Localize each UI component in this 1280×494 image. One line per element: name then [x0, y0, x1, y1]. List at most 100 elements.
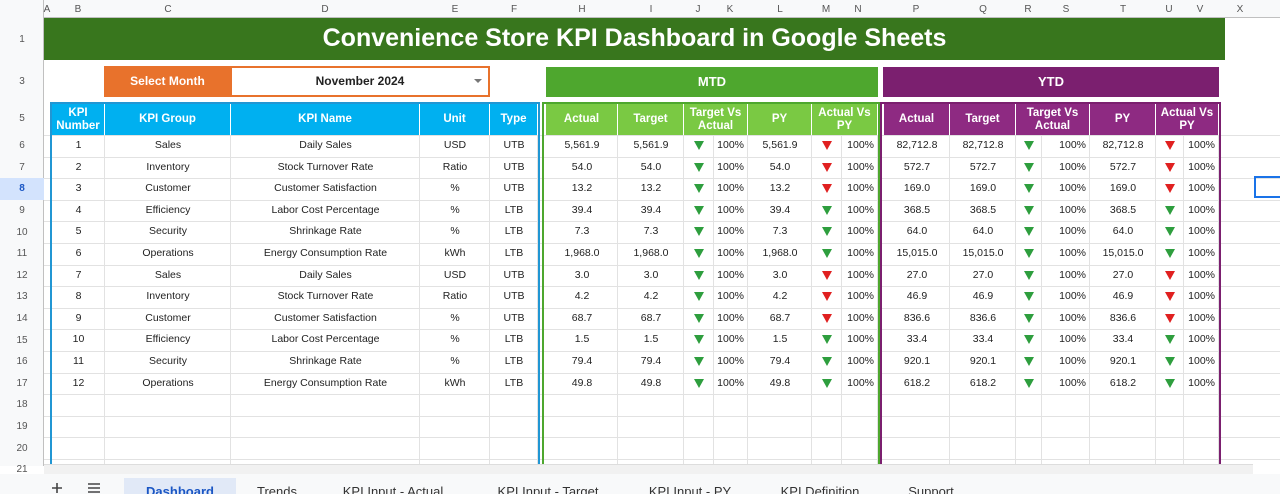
value-cell: 100%	[1059, 247, 1086, 260]
value-cell: 100%	[1059, 182, 1086, 195]
cell-border	[537, 135, 538, 157]
value-cell: 100%	[847, 225, 874, 238]
cell-border	[537, 221, 538, 243]
kpi-cell: Energy Consumption Rate	[263, 247, 388, 260]
value-cell: 100%	[1059, 376, 1086, 389]
cell-border	[841, 135, 842, 465]
sheet-tab[interactable]: KPI Input - Actual	[342, 484, 444, 494]
kpi-cell: Security	[149, 225, 187, 238]
grid-line	[44, 199, 1280, 201]
column-letter: C	[164, 3, 172, 15]
value-cell: 64.0	[906, 225, 928, 238]
value-cell: 100%	[847, 333, 874, 346]
status-arrow	[1024, 270, 1034, 280]
value-cell: 82,712.8	[1102, 139, 1144, 152]
status-arrow	[694, 205, 704, 215]
status-arrow	[1165, 162, 1175, 172]
sheet-tab[interactable]: KPI Input - PY	[648, 484, 732, 494]
period-header: Actual Vs PY	[812, 104, 878, 135]
cell-border	[230, 199, 231, 222]
row-number: 6	[19, 140, 25, 152]
cell-border	[537, 264, 538, 287]
kpi-cell: LTB	[504, 203, 524, 216]
kpi-cell: Shrinkage Rate	[289, 355, 362, 368]
status-arrow	[1024, 227, 1034, 237]
kpi-header: KPI Group	[105, 104, 231, 135]
value-cell: 54.0	[640, 160, 662, 173]
row-number: 5	[19, 113, 25, 124]
month-dropdown[interactable]: November 2024	[230, 66, 490, 97]
value-cell: 100%	[1188, 139, 1215, 152]
cell-border	[713, 135, 714, 465]
cell-border	[489, 372, 490, 395]
row-number: 21	[16, 464, 28, 476]
value-cell: 100%	[1188, 203, 1215, 216]
kpi-cell: %	[450, 182, 460, 195]
sheet-tab[interactable]: Support	[908, 484, 954, 494]
column-letter: A	[43, 3, 51, 15]
kpi-cell: Stock Turnover Rate	[277, 160, 374, 173]
value-cell: 169.0	[1109, 182, 1137, 195]
grid-line	[44, 351, 1280, 352]
kpi-header: Unit	[420, 104, 490, 135]
cell-border	[104, 329, 105, 351]
cell-border	[489, 415, 490, 438]
value-cell: 1,968.0	[762, 247, 798, 260]
status-arrow	[1024, 184, 1034, 194]
period-header: Target Vs Actual	[684, 104, 748, 135]
value-cell: 82,712.8	[962, 139, 1004, 152]
cell-border	[419, 307, 420, 330]
value-cell: 33.4	[972, 333, 994, 346]
value-cell: 100%	[1188, 182, 1215, 195]
value-cell: 33.4	[1112, 333, 1134, 346]
mtd-banner: MTD	[546, 67, 878, 97]
cell-border	[489, 156, 490, 179]
cell-border	[489, 351, 490, 373]
kpi-cell: UTB	[503, 160, 525, 173]
row-number: 11	[16, 248, 28, 260]
status-arrow	[822, 335, 832, 345]
kpi-cell: Security	[149, 355, 187, 368]
kpi-cell: Sales	[154, 139, 182, 152]
sheet-tab[interactable]: Trends	[257, 484, 297, 494]
value-cell: 100%	[717, 182, 744, 195]
value-cell: 15,015.0	[962, 247, 1004, 260]
value-cell: 5,561.9	[762, 139, 798, 152]
scrollbar	[44, 464, 1253, 474]
value-cell: 4.2	[643, 290, 659, 303]
value-cell: 618.2	[903, 376, 931, 389]
kpi-cell: UTB	[503, 290, 525, 303]
sheet-tab[interactable]: KPI Input - Target	[497, 484, 599, 494]
value-cell: 572.7	[969, 160, 997, 173]
value-cell: 100%	[717, 225, 744, 238]
cell-border	[489, 243, 490, 265]
tab-bar	[0, 474, 1280, 494]
value-cell: 618.2	[1109, 376, 1137, 389]
cell-border	[489, 264, 490, 287]
value-cell: 13.2	[769, 182, 791, 195]
value-cell: 100%	[1188, 247, 1215, 260]
select-month-label: Select Month	[104, 66, 231, 97]
column-header-bar	[0, 0, 1280, 18]
column-letter: K	[726, 3, 734, 15]
row-number: 16	[16, 356, 28, 368]
sheet-tab[interactable]: Dashboard	[124, 478, 236, 494]
value-cell: 100%	[1188, 311, 1215, 324]
value-cell: 54.0	[769, 160, 791, 173]
kpi-cell: Customer	[145, 182, 191, 195]
kpi-cell: 7	[75, 268, 82, 281]
cell-border	[419, 178, 420, 200]
period-header: Actual Vs PY	[1156, 104, 1219, 135]
column-letter: I	[649, 3, 653, 15]
status-arrow	[1165, 378, 1175, 388]
kpi-cell: 3	[75, 182, 82, 195]
cell-border	[1218, 135, 1219, 465]
status-arrow	[694, 184, 704, 194]
cell-border	[104, 372, 105, 395]
cell-border	[419, 351, 420, 373]
value-cell: 54.0	[571, 160, 593, 173]
cell-border	[104, 437, 105, 459]
cell-border	[419, 394, 420, 416]
sheet-tab[interactable]: KPI Definition	[780, 484, 860, 494]
cell-border	[419, 372, 420, 395]
